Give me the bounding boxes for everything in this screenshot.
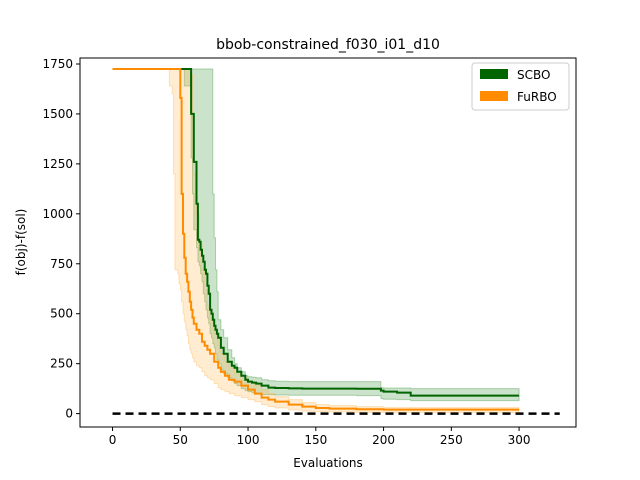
axes-background <box>80 58 576 427</box>
legend-swatch-furbo <box>480 91 508 101</box>
y-tick-label: 250 <box>50 357 73 371</box>
y-tick-label: 500 <box>50 307 73 321</box>
y-tick-label: 1250 <box>42 157 73 171</box>
y-axis: 0 250 500 750 1000 1250 1500 1750 <box>42 57 80 421</box>
y-axis-label: f(obj)-f(sol) <box>14 209 28 276</box>
x-tick-label: 0 <box>109 433 117 447</box>
x-tick-label: 150 <box>304 433 327 447</box>
legend-label-scbo: SCBO <box>517 68 550 82</box>
x-tick-label: 200 <box>372 433 395 447</box>
legend-swatch-scbo <box>480 69 508 79</box>
y-tick-label: 1000 <box>42 207 73 221</box>
plot-area <box>79 57 577 428</box>
y-tick-label: 1750 <box>42 57 73 71</box>
series-lines <box>112 68 520 411</box>
x-tick-label: 50 <box>173 433 188 447</box>
band-scbo <box>112 68 520 402</box>
series-line-scbo <box>112 68 520 397</box>
x-axis-label: Evaluations <box>293 456 363 470</box>
x-axis: 0 50 100 150 200 250 300 <box>109 427 531 447</box>
axes-border <box>79 57 577 428</box>
x-tick-label: 100 <box>237 433 260 447</box>
x-tick-label: 250 <box>440 433 463 447</box>
legend: SCBO FuRBO <box>471 62 570 111</box>
y-tick-label: 0 <box>65 407 73 421</box>
y-tick-label: 750 <box>50 257 73 271</box>
chart-title: bbob-constrained_f030_i01_d10 <box>216 37 440 53</box>
series-line-furbo <box>112 68 520 411</box>
y-tick-label: 1500 <box>42 107 73 121</box>
legend-label-furbo: FuRBO <box>517 90 557 104</box>
x-tick-label: 300 <box>508 433 531 447</box>
